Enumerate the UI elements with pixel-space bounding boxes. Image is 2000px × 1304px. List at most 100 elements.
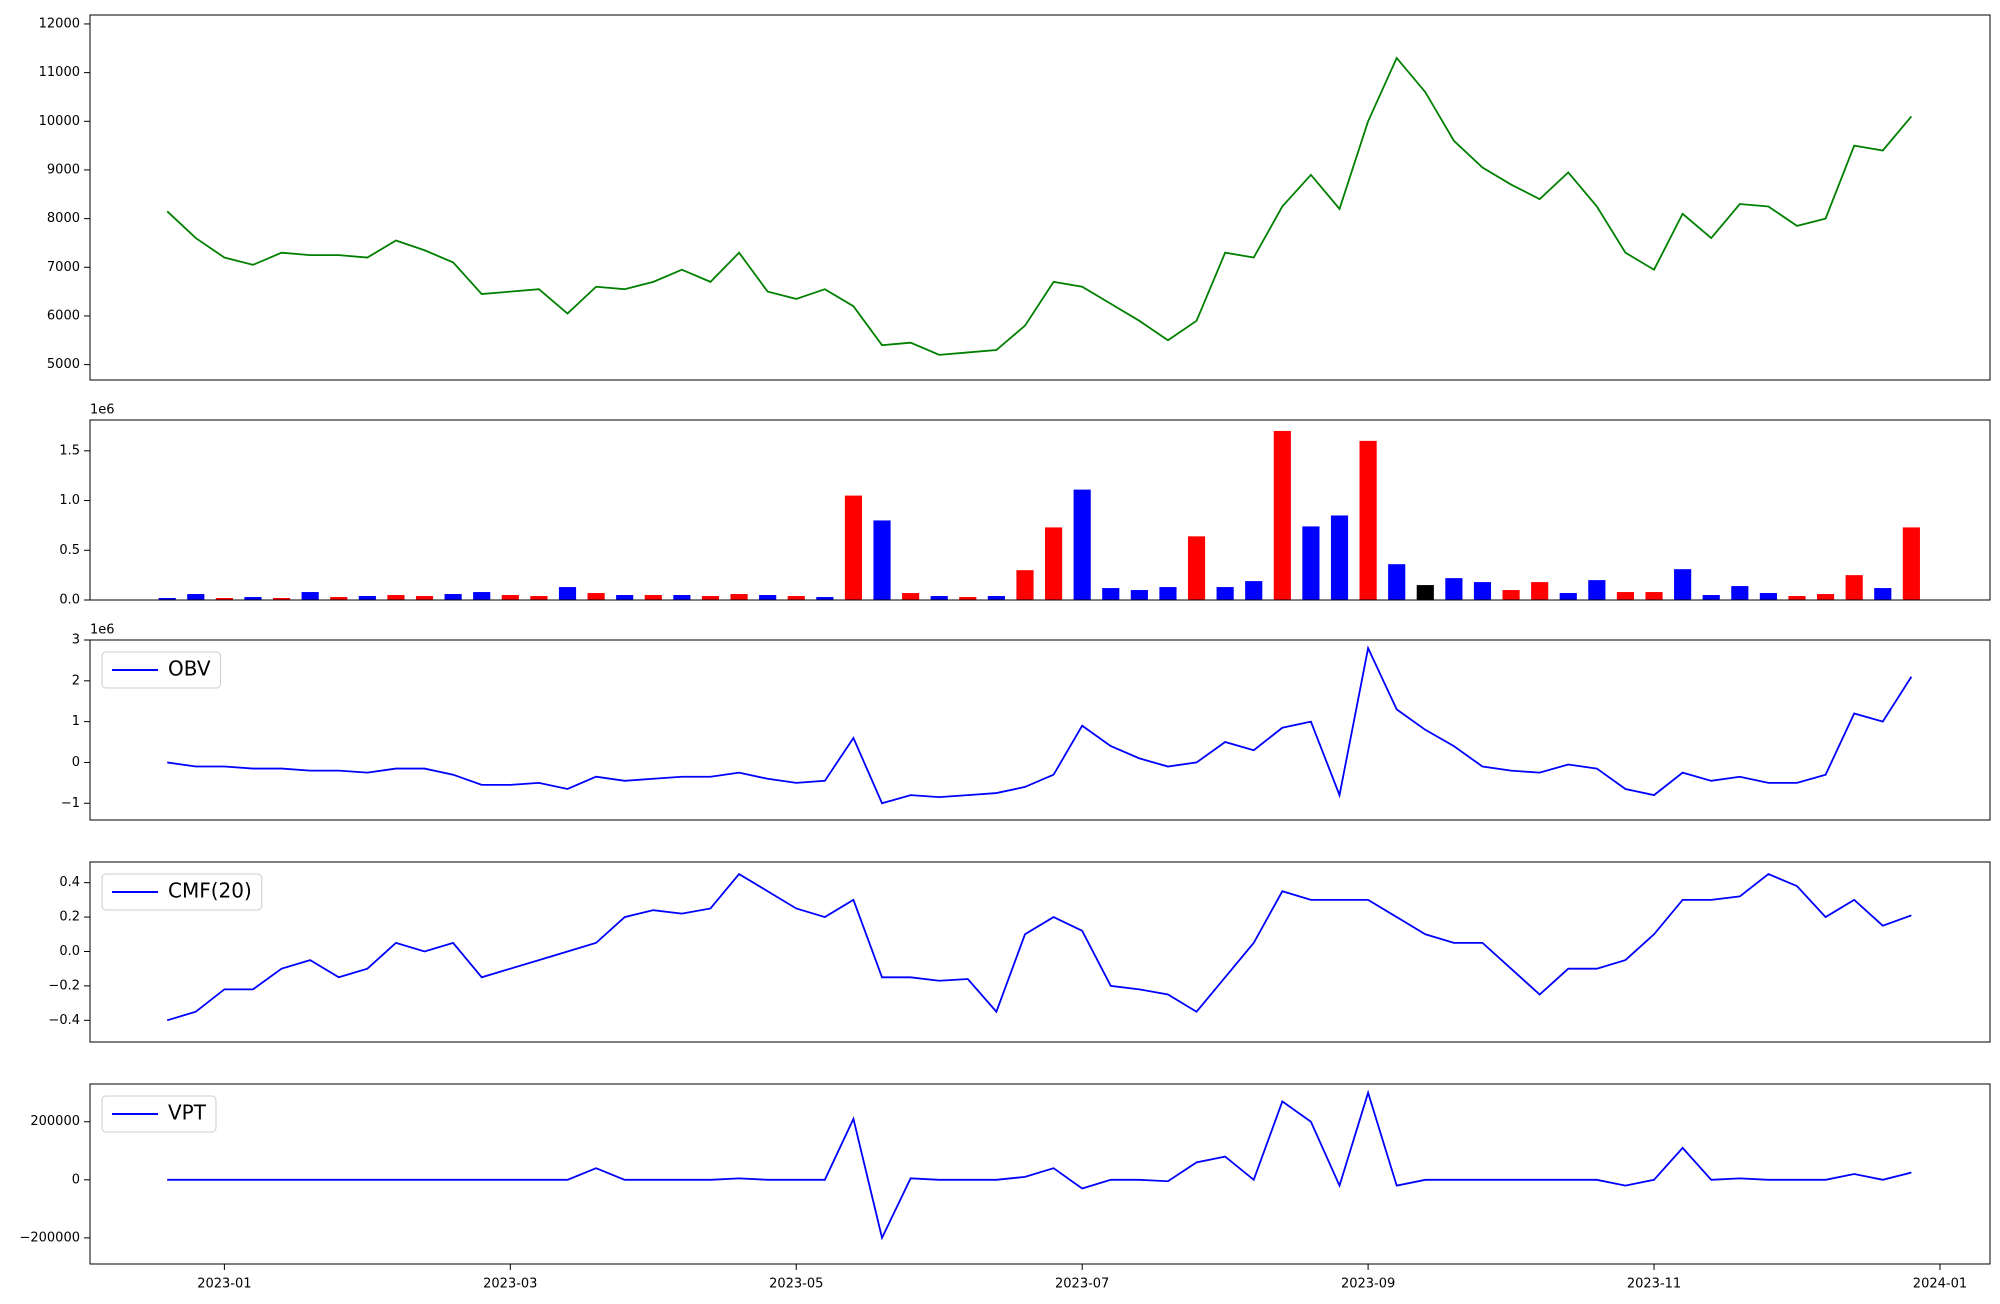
- bar: [1130, 590, 1148, 600]
- bar: [1073, 489, 1091, 600]
- bar: [902, 593, 920, 600]
- axes-frame: [89, 14, 1991, 381]
- bar: [1502, 590, 1520, 600]
- y-tick-label: 0.4: [59, 875, 80, 890]
- bar: [1759, 593, 1777, 600]
- bar: [1016, 570, 1034, 600]
- bar: [1045, 527, 1063, 600]
- y-tick-label: 1.0: [59, 493, 80, 508]
- bar: [673, 595, 691, 600]
- bar: [330, 597, 348, 600]
- y-tick-label: 0.5: [59, 543, 80, 558]
- bar: [187, 594, 205, 600]
- bar: [1330, 515, 1349, 600]
- bar: [1702, 595, 1720, 600]
- bar: [1416, 585, 1434, 600]
- bar: [730, 594, 748, 600]
- legend-box: [101, 651, 222, 689]
- bar: [415, 596, 434, 600]
- bar: [1902, 527, 1920, 600]
- y-tick-label: 6000: [47, 308, 80, 323]
- bar: [272, 598, 291, 600]
- line: [166, 872, 1912, 1022]
- x-tick-label: 2023-05: [769, 1277, 823, 1292]
- legend-label: VPT: [168, 1101, 207, 1125]
- bar: [1102, 588, 1120, 600]
- bar: [358, 596, 376, 600]
- y-tick-label: 9000: [47, 162, 80, 177]
- bar: [244, 597, 262, 600]
- x-tick-label: 2023-09: [1341, 1277, 1395, 1292]
- bar: [1845, 575, 1863, 600]
- bar: [616, 595, 634, 600]
- y-tick-label: 5000: [47, 357, 80, 372]
- y-tick-label: 0: [72, 1172, 80, 1187]
- x-tick-label: 2023-01: [197, 1277, 251, 1292]
- x-tick-label: 2023-07: [1055, 1277, 1109, 1292]
- y-tick-label: 8000: [47, 211, 80, 226]
- legend-box: [101, 1095, 217, 1133]
- y-tick-label: 1.5: [59, 443, 80, 458]
- y-tick-label: 2: [72, 673, 80, 688]
- bar: [1445, 578, 1463, 600]
- bar: [1731, 586, 1749, 600]
- bar: [644, 595, 662, 600]
- bar: [787, 596, 805, 600]
- bar: [1674, 569, 1692, 600]
- bar: [1216, 587, 1234, 600]
- bar: [158, 598, 176, 600]
- bar: [930, 596, 948, 600]
- y-tick-label: 200000: [30, 1114, 80, 1129]
- bar: [1245, 581, 1263, 600]
- bar: [473, 592, 491, 600]
- bar: [1645, 592, 1663, 600]
- line: [166, 56, 1913, 356]
- bar: [1273, 430, 1291, 600]
- bar: [1817, 594, 1835, 600]
- bar: [1531, 582, 1549, 600]
- line: [167, 1089, 1912, 1241]
- bar: [1388, 564, 1406, 600]
- bar: [444, 594, 462, 600]
- bar: [873, 520, 891, 600]
- y-tick-label: 10000: [39, 114, 80, 129]
- bar: [1159, 587, 1177, 600]
- axis-offset-label: 1e6: [90, 403, 115, 418]
- bar: [759, 595, 777, 600]
- bar: [1187, 536, 1206, 600]
- bar: [558, 587, 577, 600]
- bar: [530, 596, 548, 600]
- bar: [1874, 588, 1892, 600]
- bar: [959, 597, 977, 600]
- y-tick-label: 12000: [39, 16, 80, 31]
- y-tick-label: 0: [72, 755, 80, 770]
- bar: [987, 596, 1005, 600]
- y-tick-label: −0.4: [48, 1013, 80, 1028]
- bar: [587, 593, 605, 600]
- y-tick-label: 0.0: [59, 944, 80, 959]
- bar: [844, 495, 863, 600]
- bar: [1473, 582, 1492, 600]
- line: [167, 645, 1913, 805]
- axes-frame: [89, 419, 1991, 601]
- legend-label: OBV: [168, 657, 211, 681]
- axes-frame: [89, 861, 1991, 1043]
- bar: [1359, 440, 1377, 600]
- x-tick-label: 2023-11: [1627, 1277, 1681, 1292]
- bar: [816, 597, 834, 600]
- bar: [1788, 596, 1806, 600]
- x-tick-label: 2024-01: [1913, 1277, 1967, 1292]
- y-tick-label: 7000: [47, 260, 80, 275]
- bar: [387, 595, 405, 600]
- y-tick-label: 0.2: [59, 910, 80, 925]
- legend-label: CMF(20): [168, 879, 252, 903]
- y-tick-label: −0.2: [48, 978, 80, 993]
- bar: [1588, 580, 1606, 600]
- bar: [1616, 592, 1635, 600]
- x-tick-label: 2023-03: [483, 1277, 537, 1292]
- y-tick-label: −1: [61, 796, 80, 811]
- y-tick-label: 0.0: [59, 593, 80, 608]
- bar: [301, 592, 319, 600]
